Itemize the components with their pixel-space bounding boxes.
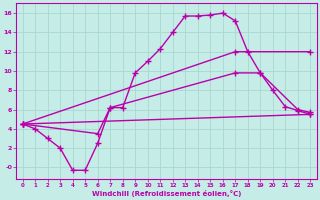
- X-axis label: Windchill (Refroidissement éolien,°C): Windchill (Refroidissement éolien,°C): [92, 190, 241, 197]
